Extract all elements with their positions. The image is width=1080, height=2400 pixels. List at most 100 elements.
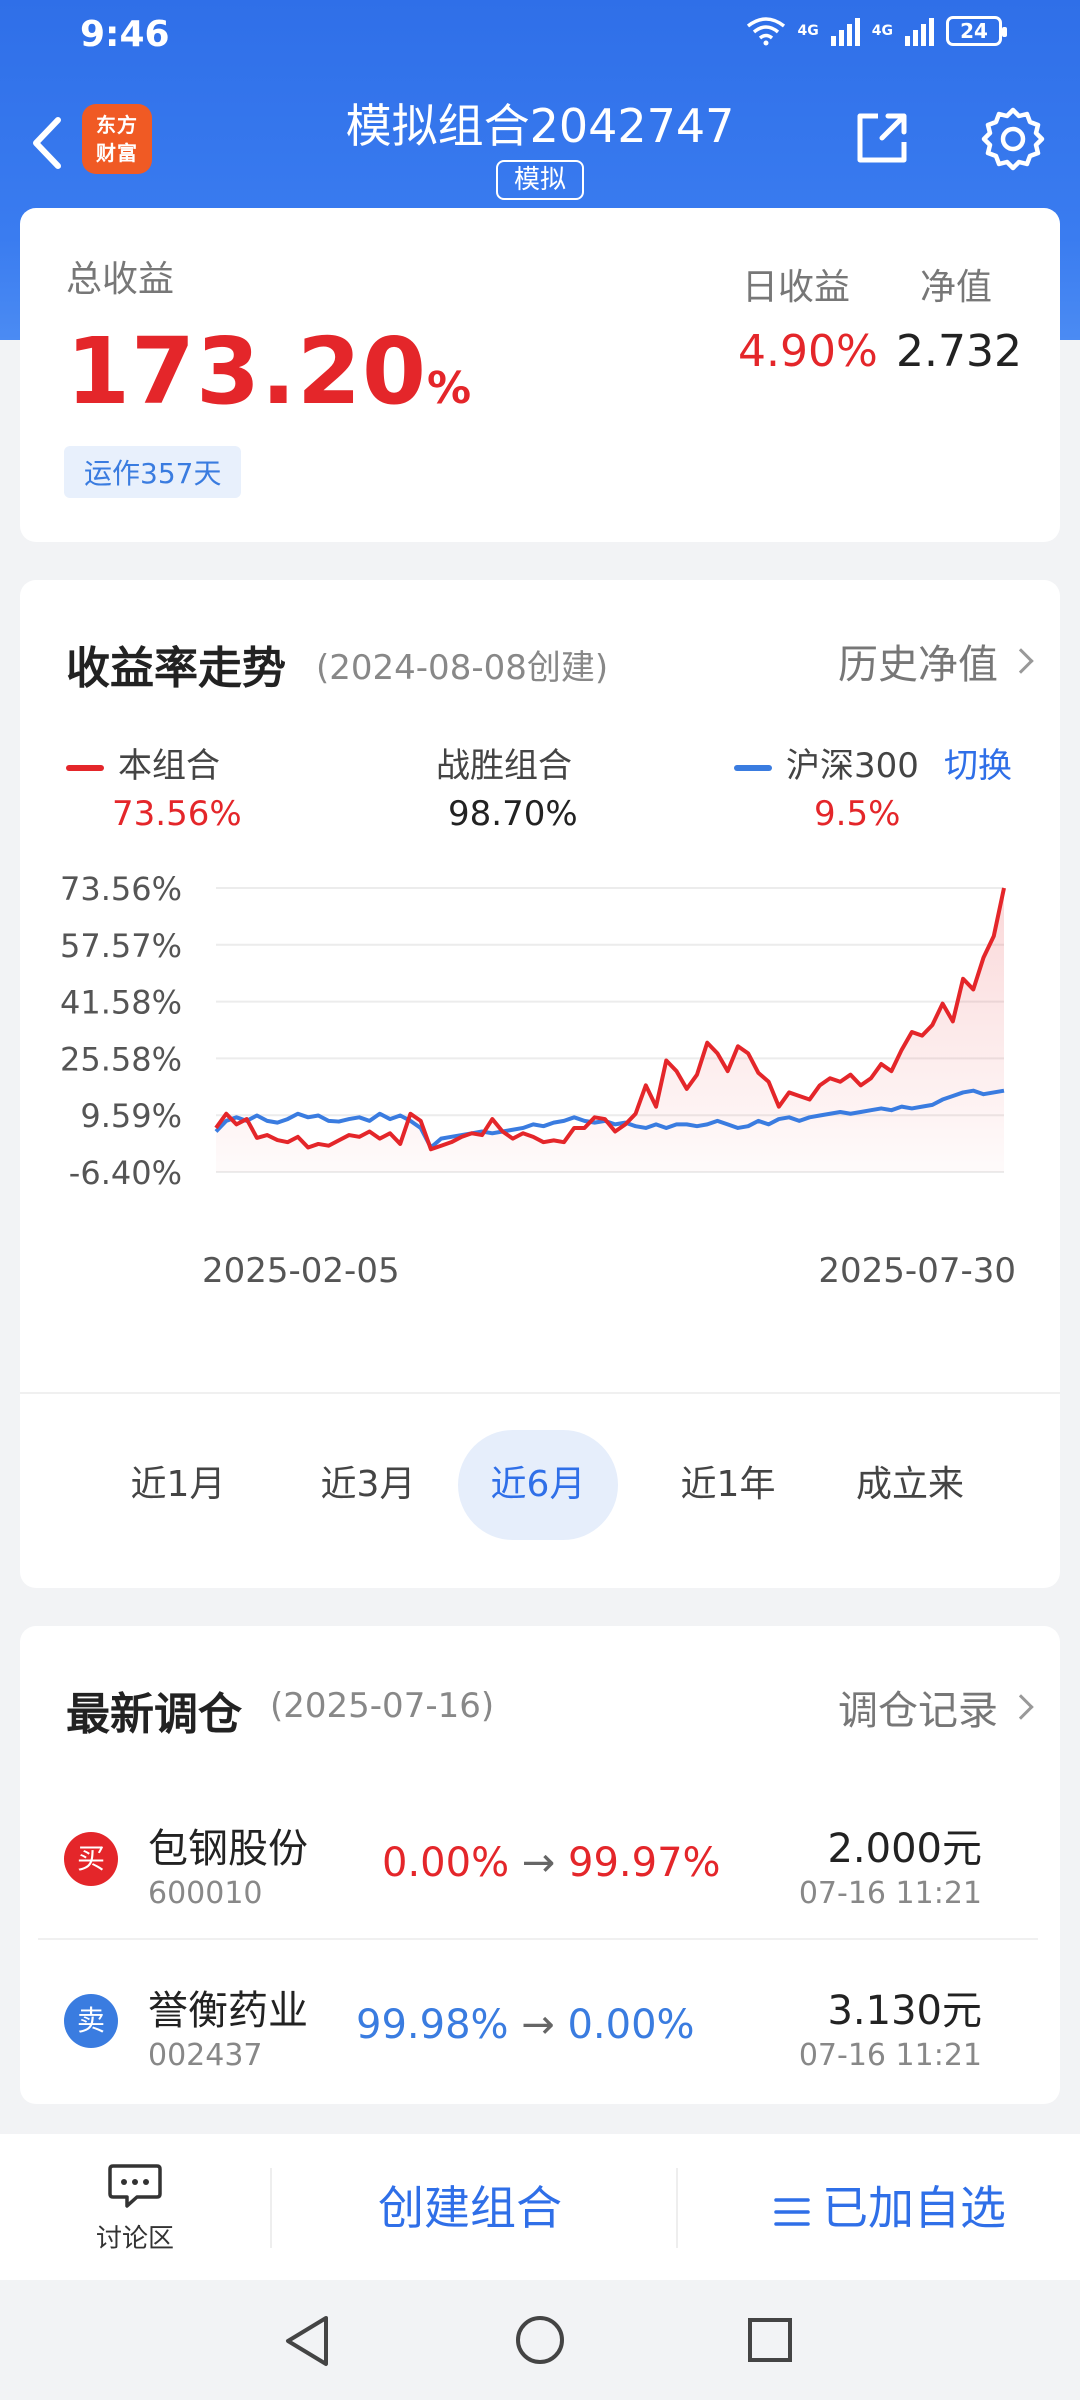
trade-time: 07-16 11:21: [798, 2038, 982, 2073]
sell-badge: 卖: [64, 1994, 118, 2048]
chat-bubble-icon: [108, 2164, 162, 2208]
total-return-value: 173.20%: [66, 318, 472, 425]
trade-time: 07-16 11:21: [798, 1876, 982, 1911]
period-tab-1m[interactable]: 近1月: [130, 1464, 226, 1505]
rebalance-date: (2025-07-16): [270, 1686, 495, 1726]
period-tab-1y[interactable]: 近1年: [680, 1464, 776, 1505]
title-group: 模拟组合2042747 模拟: [240, 90, 840, 200]
system-nav-bar: [0, 2280, 1080, 2400]
buy-badge: 买: [64, 1832, 118, 1886]
y-tick-label: -6.40%: [69, 1154, 182, 1192]
wifi-icon: [746, 17, 785, 46]
y-tick-label: 57.57%: [60, 927, 182, 965]
bottom-action-bar: 讨论区 创建组合 已加自选: [0, 2134, 1080, 2280]
total-return-label: 总收益: [66, 259, 175, 300]
legend-portfolio-value: 73.56%: [112, 794, 242, 834]
total-return-number: 173.20: [66, 318, 428, 425]
signal-icon-1: [830, 16, 860, 46]
network-label-1: 4G: [797, 23, 819, 39]
chart-divider: [20, 1392, 1060, 1394]
signal-icon-2: [905, 16, 934, 46]
logo-text-2: 财富: [96, 141, 138, 165]
status-icons: 4G 4G 24: [746, 16, 1007, 46]
daily-return-value: 4.90%: [738, 326, 878, 377]
weight-change: 99.98% → 0.00%: [356, 2002, 695, 2048]
status-time: 9:46: [80, 14, 170, 55]
y-tick-label: 9.59%: [80, 1097, 182, 1135]
rebalance-row[interactable]: 买 包钢股份 600010 0.00% → 99.97% 2.000元 07-1…: [20, 1778, 1060, 1938]
legend-csi300-value: 9.5%: [814, 794, 901, 834]
nav-back-icon[interactable]: [282, 2314, 332, 2368]
rebalance-record-label: 调仓记录: [838, 1688, 998, 1734]
summary-card: 总收益 173.20% 运作357天 日收益 净值 4.90% 2.732: [20, 208, 1060, 542]
rebalance-title: 最新调仓: [66, 1689, 242, 1740]
history-nav-label: 历史净值: [838, 642, 998, 688]
legend-portfolio-label: 本组合: [118, 746, 220, 786]
net-value: 2.732: [896, 326, 1022, 377]
trade-price: 3.130元: [827, 1988, 982, 2034]
y-tick-label: 73.56%: [60, 870, 182, 908]
stock-name: 包钢股份: [148, 1826, 308, 1872]
arrow-right-icon: →: [521, 1840, 556, 1886]
series-line-portfolio: [214, 887, 1006, 1152]
gear-icon[interactable]: [980, 106, 1046, 172]
bar-divider: [270, 2168, 272, 2248]
run-days-tag: 运作357天: [64, 446, 242, 498]
legend-csi300: 沪深300: [734, 738, 919, 787]
period-tab-3m[interactable]: 近3月: [320, 1464, 416, 1505]
x-tick-label: 2025-02-05: [202, 1251, 400, 1291]
added-favorite-label: 已加自选: [822, 2181, 1006, 2235]
series-area-portfolio: [216, 888, 1004, 1172]
switch-benchmark-link[interactable]: 切换: [944, 746, 1012, 786]
net-value-label: 净值: [920, 267, 993, 308]
added-favorite-button[interactable]: 已加自选: [740, 2172, 1040, 2238]
logo-text-1: 东方: [96, 113, 138, 137]
share-icon[interactable]: [852, 108, 912, 168]
legend-line-red: [66, 764, 104, 771]
discussion-button[interactable]: 讨论区: [70, 2162, 200, 2255]
stock-name: 誉衡药业: [148, 1988, 308, 2034]
app-logo: 东方 财富: [82, 104, 152, 174]
legend-portfolio: 本组合: [66, 738, 220, 787]
legend-beat-label: 战胜组合: [436, 746, 572, 786]
period-tab-6m[interactable]: 近6月: [458, 1430, 618, 1540]
chevron-right-icon: [1008, 1694, 1034, 1720]
bar-divider: [676, 2168, 678, 2248]
top-nav: 东方 财富 模拟组合2042747 模拟: [0, 80, 1080, 210]
back-icon[interactable]: [22, 108, 72, 178]
arrow-right-icon: →: [521, 2002, 555, 2048]
daily-return-label: 日收益: [742, 267, 851, 308]
y-tick-label: 41.58%: [60, 984, 182, 1022]
legend-beat-value: 98.70%: [448, 794, 578, 834]
create-portfolio-button[interactable]: 创建组合: [378, 2181, 562, 2235]
stock-code: 002437: [148, 2038, 263, 2073]
trend-card: 收益率走势 (2024-08-08创建) 历史净值 本组合 73.56% 战胜组…: [20, 580, 1060, 1588]
trade-price: 2.000元: [827, 1826, 982, 1872]
rebalance-row[interactable]: 卖 誉衡药业 002437 99.98% → 0.00% 3.130元 07-1…: [20, 1940, 1060, 2100]
battery-icon: 24: [946, 16, 1007, 46]
legend-csi300-label: 沪深300: [786, 746, 919, 786]
trend-title: 收益率走势: [66, 643, 286, 694]
period-tab-since-inception[interactable]: 成立来: [855, 1464, 964, 1505]
rebalance-card: 最新调仓 (2025-07-16) 调仓记录 买 包钢股份 600010 0.0…: [20, 1626, 1060, 2104]
page-title: 模拟组合2042747: [345, 99, 735, 153]
weight-to: 0.00%: [567, 2002, 695, 2048]
battery-level: 24: [960, 19, 988, 43]
rebalance-record-link[interactable]: 调仓记录: [838, 1678, 1034, 1736]
history-nav-link[interactable]: 历史净值: [838, 632, 1034, 690]
weight-from: 0.00%: [382, 1840, 510, 1886]
return-chart: 73.56% 57.57% 41.58% 25.58% 9.59% -6.40% 2025-…: [60, 870, 1016, 1291]
nav-home-icon[interactable]: [514, 2314, 566, 2366]
nav-recents-icon[interactable]: [746, 2316, 794, 2364]
stock-code: 600010: [148, 1876, 263, 1911]
network-label-2: 4G: [871, 23, 893, 39]
weight-from: 99.98%: [356, 2002, 509, 2048]
legend-beat: 战胜组合: [436, 738, 572, 787]
simulation-badge: 模拟: [495, 160, 584, 200]
row-divider: [38, 1938, 1038, 1940]
total-return-unit: %: [427, 363, 473, 414]
legend-line-blue: [734, 764, 772, 771]
status-bar: 9:46 4G 4G 24: [0, 0, 1080, 72]
discussion-label: 讨论区: [95, 2224, 174, 2254]
y-tick-label: 25.58%: [60, 1040, 182, 1078]
